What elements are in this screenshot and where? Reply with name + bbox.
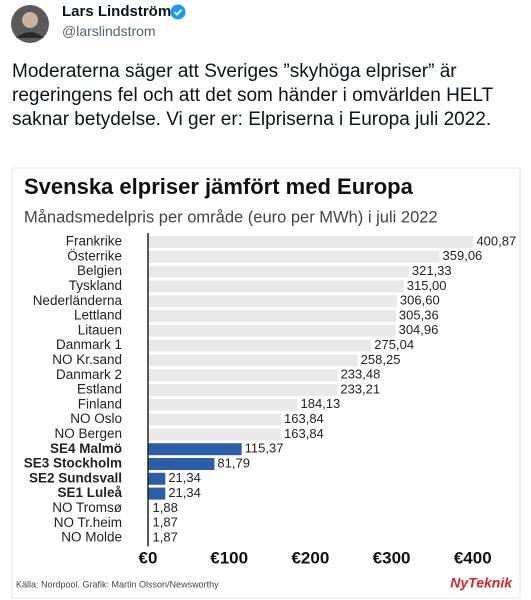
bar — [148, 384, 338, 396]
value-label: 1,87 — [153, 515, 178, 530]
category-label: NO Tromsø — [52, 500, 122, 515]
bar — [148, 398, 298, 411]
value-label: 115,37 — [245, 441, 284, 456]
source: Källa: Nordpool. Grafik: Martin Olsson/N… — [16, 579, 219, 589]
x-tick-label: €0 — [139, 548, 158, 567]
category-label: NO Oslo — [70, 411, 122, 426]
avatar[interactable] — [10, 4, 50, 44]
bar — [148, 517, 150, 530]
bar — [148, 339, 372, 352]
x-tick-label: €200 — [291, 548, 329, 567]
verified-badge — [170, 4, 186, 20]
category-label: Litauen — [78, 322, 122, 337]
category-label: Österrike — [67, 248, 122, 263]
value-label: 233,48 — [341, 367, 381, 382]
chart-title: Svenska elpriser jämfört med Europa — [24, 174, 414, 199]
tweet-text: Moderaterna säger att Sveriges ”skyhöga … — [12, 61, 493, 130]
value-label: 258,25 — [361, 352, 401, 367]
category-label: Belgien — [77, 263, 122, 278]
bar — [148, 250, 440, 263]
category-label: Finland — [78, 396, 122, 411]
value-label: 184,13 — [300, 396, 340, 411]
bar — [148, 487, 166, 500]
category-label: Frankrike — [66, 234, 122, 249]
bar — [148, 265, 409, 278]
bar — [148, 280, 404, 293]
bar — [148, 428, 282, 441]
category-label: SE3 Stockholm — [24, 456, 122, 471]
category-label: Danmark 2 — [56, 367, 122, 382]
value-label: 306,60 — [400, 293, 440, 308]
value-label: 163,84 — [284, 426, 324, 441]
category-label: SE4 Malmö — [50, 441, 122, 456]
bar — [148, 502, 150, 515]
category-label: Tyskland — [69, 278, 122, 293]
chart-subtitle: Månadsmedelpris per område (euro per MWh… — [24, 208, 438, 226]
value-label: 359,06 — [443, 248, 483, 263]
value-label: 163,84 — [284, 411, 324, 426]
value-label: 81,79 — [217, 455, 250, 470]
value-label: 21,34 — [168, 485, 201, 500]
logo: NyTeknik — [450, 575, 513, 591]
x-tick-label: €400 — [454, 548, 492, 567]
bar — [148, 532, 150, 544]
value-label: 304,96 — [399, 322, 439, 337]
value-label: 305,36 — [399, 307, 439, 322]
category-label: SE1 Luleå — [57, 485, 122, 500]
category-label: Nederländerna — [33, 293, 123, 308]
author-name[interactable]: Lars Lindström — [62, 3, 172, 20]
bar — [148, 324, 396, 337]
value-label: 1,87 — [153, 529, 178, 544]
category-label: Lettland — [74, 308, 122, 323]
category-label: NO Bergen — [54, 426, 122, 441]
category-label: Estland — [77, 382, 122, 397]
value-label: 400,87 — [476, 233, 516, 248]
category-label: NO Molde — [61, 530, 122, 545]
category-label: Danmark 1 — [56, 337, 122, 352]
bar — [148, 458, 215, 470]
category-label: SE2 Sundsvall — [29, 470, 122, 485]
bar — [148, 295, 397, 308]
bar — [148, 443, 242, 456]
bar — [148, 354, 358, 367]
author-handle[interactable]: @larslindstrom — [62, 23, 156, 39]
bar — [148, 472, 166, 485]
category-label: NO Tr.heim — [54, 515, 122, 530]
category-label: NO Kr.sand — [52, 352, 122, 367]
x-tick-label: €100 — [210, 548, 248, 567]
value-label: 275,04 — [374, 337, 414, 352]
bar — [148, 413, 282, 426]
value-label: 233,21 — [340, 381, 380, 396]
value-label: 21,34 — [168, 470, 201, 485]
value-label: 321,33 — [412, 263, 452, 278]
bar — [148, 236, 474, 248]
x-tick-label: €300 — [373, 548, 411, 567]
value-label: 1,88 — [153, 500, 178, 515]
bar — [148, 369, 338, 382]
value-label: 315,00 — [407, 278, 447, 293]
bar — [148, 310, 396, 322]
